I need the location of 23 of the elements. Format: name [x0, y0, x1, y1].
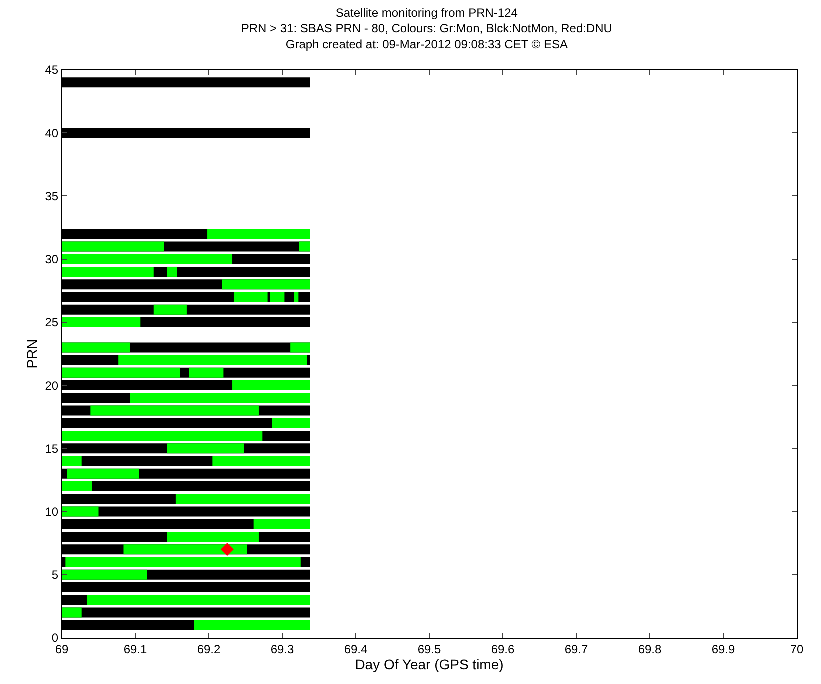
x-tick-label: 69.2	[197, 642, 221, 656]
x-tick-label: 69.9	[712, 642, 736, 656]
y-tick-label: 15	[45, 442, 59, 456]
chart-subtitle: PRN > 31: SBAS PRN - 80, Colours: Gr:Mon, Blck:NotMon, Red:DNU Graph created at: 09-Mar-2012 09:08:33 CET © ESA	[241, 22, 612, 52]
x-tick-label: 70	[790, 642, 804, 656]
y-tick-label: 45	[45, 63, 59, 78]
x-tick-label: 69.1	[124, 642, 148, 656]
chart-title: Satellite monitoring from PRN-124	[336, 6, 518, 20]
y-axis-title: PRN	[24, 339, 40, 369]
x-tick-label: 69.4	[344, 642, 368, 656]
x-tick-label: 69.8	[638, 642, 662, 656]
y-tick-label: 30	[45, 252, 59, 267]
y-tick-label: 35	[45, 189, 59, 204]
x-tick-label: 69.6	[491, 642, 515, 656]
x-tick-label: 69.5	[418, 642, 442, 656]
y-tick-label: 5	[52, 568, 59, 582]
y-tick-label: 40	[45, 126, 59, 140]
x-tick-label: 69.7	[564, 642, 588, 656]
y-tick-label: 10	[45, 504, 59, 519]
y-tick-label: 25	[45, 316, 59, 330]
x-axis-title: Day Of Year (GPS time)	[355, 656, 504, 672]
x-tick-label: 69.3	[270, 642, 294, 656]
y-tick-label: 20	[45, 378, 59, 393]
